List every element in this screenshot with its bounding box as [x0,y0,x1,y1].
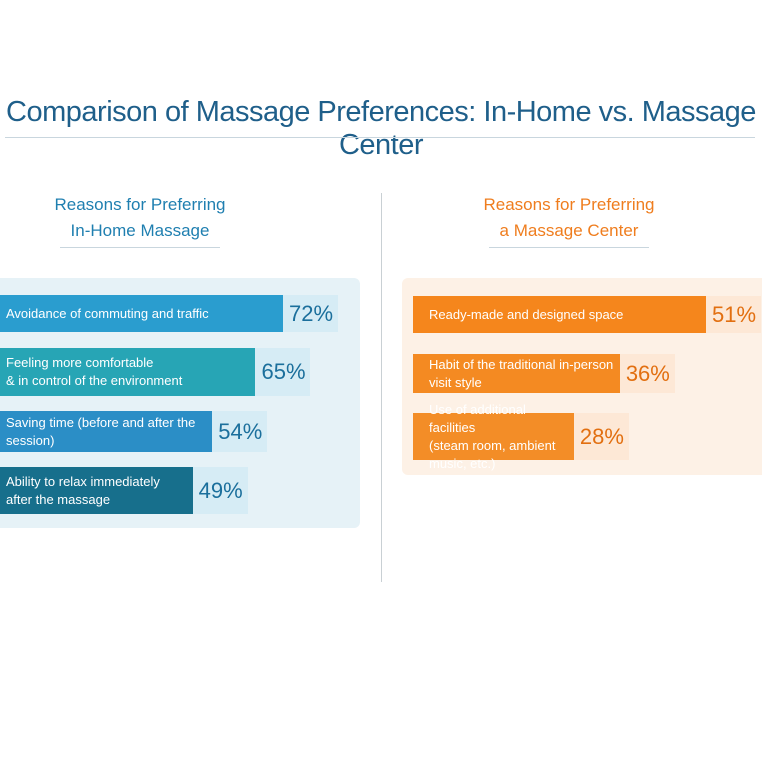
value-label-bg [212,411,268,452]
bar: Use of additional facilities (steam room… [413,402,574,471]
value-label: 65% [261,359,306,384]
value-label: 49% [198,477,243,503]
value-label-bg [192,467,248,514]
title-rule [5,137,755,138]
value-label: 28% [579,423,624,449]
value-label-bg [619,354,675,393]
value-label-bg [706,296,761,333]
chart-subtitle: Reasons for Preferring a Massage Center [483,195,655,240]
bar: Ready-made and designed space [413,296,706,333]
bar: Habit of the traditional in-person visit… [413,354,620,393]
page-title: Comparison of Massage Preferences: In-Ho… [6,96,756,161]
bar: Saving time (before and after the sessio… [0,411,213,452]
subtitle-rule [60,247,220,248]
subtitle-rule [489,247,649,248]
bar: Feeling more comfortable & in control of… [0,348,256,396]
value-label: 36% [625,360,670,386]
bar: Avoidance of commuting and traffic [0,295,283,332]
value-label: 51% [712,301,757,327]
value-label-bg [573,413,629,460]
value-label-bg [255,348,311,396]
bar: Ability to relax immediately after the m… [0,467,193,514]
divider [381,193,382,582]
value-label-bg [283,295,338,332]
value-label: 72% [289,300,334,326]
chart-subtitle: Reasons for Preferring In-Home Massage [54,195,226,240]
value-label: 54% [218,418,263,444]
